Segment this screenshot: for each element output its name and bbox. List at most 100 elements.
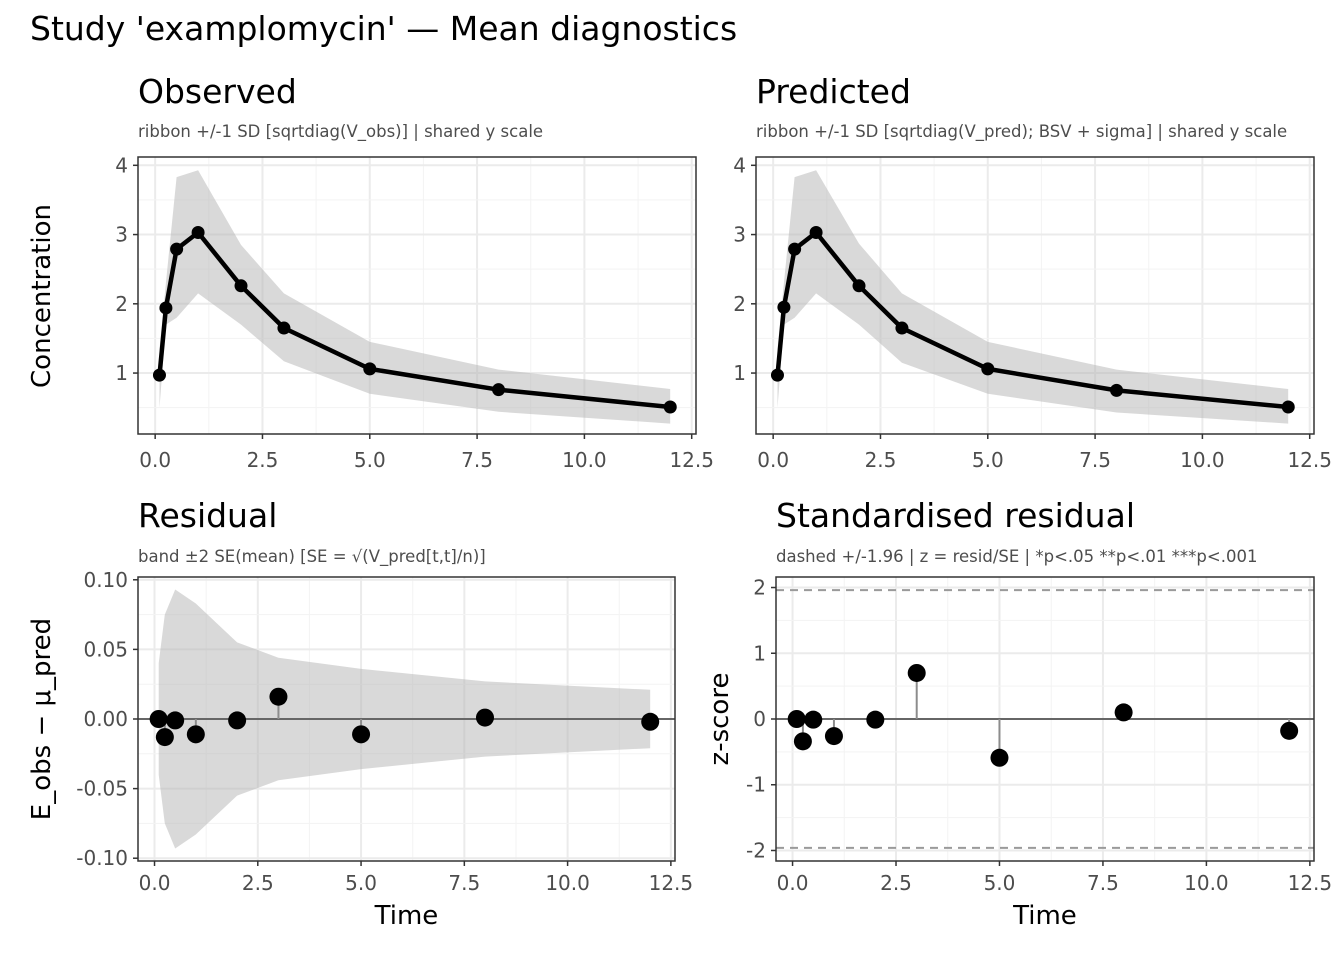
data-point <box>186 725 205 744</box>
data-point <box>777 300 791 314</box>
data-point <box>159 301 173 315</box>
y-axis-label: Concentration <box>27 204 57 388</box>
x-tick-label: 12.5 <box>649 871 694 895</box>
y-tick-label: -1 <box>746 773 766 797</box>
data-point <box>269 687 288 706</box>
data-point <box>787 710 806 728</box>
x-tick-label: 0.0 <box>139 448 171 472</box>
data-point <box>363 362 377 376</box>
x-tick-label: 2.5 <box>865 448 897 472</box>
plot-area <box>776 589 1314 849</box>
data-point <box>352 725 371 744</box>
data-point <box>809 225 823 239</box>
x-tick-label: 0.0 <box>139 871 171 895</box>
plot-area <box>770 170 1295 424</box>
x-tick-label: 12.5 <box>669 448 714 472</box>
data-point <box>641 712 660 731</box>
x-axis-label: Time <box>374 901 439 931</box>
x-tick-label: 2.5 <box>880 871 912 895</box>
y-tick-label: -0.05 <box>76 777 128 801</box>
sd-ribbon <box>777 170 1289 424</box>
data-point <box>788 242 802 256</box>
data-point <box>277 321 291 335</box>
y-tick-label: 0.10 <box>83 568 128 592</box>
panel-border <box>755 156 1315 435</box>
x-tick-label: 2.5 <box>242 871 274 895</box>
y-tick-label: -0.10 <box>76 846 128 870</box>
data-point <box>907 663 926 682</box>
panel-2: 0.0 2.5 5.0 7.5 10.0 12.5 1 2 3 4 Predicted ribbon … <box>733 72 1332 472</box>
y-tick-label: 1 <box>733 361 746 385</box>
data-point <box>895 321 909 335</box>
x-tick-label: 7.5 <box>1079 448 1111 472</box>
y-tick-label: 0.05 <box>83 637 128 661</box>
data-point <box>824 727 843 746</box>
data-point <box>492 383 506 397</box>
x-tick-label: 5.0 <box>984 871 1016 895</box>
panel-1: 0.0 2.5 5.0 7.5 10.0 12.5 1 2 3 4 Observed ribbon +… <box>27 72 714 472</box>
y-tick-label: 3 <box>733 223 746 247</box>
data-point <box>852 279 866 293</box>
plot-area <box>138 589 675 849</box>
x-axis-label: Time <box>1012 901 1077 931</box>
sd-ribbon <box>159 170 671 424</box>
data-point <box>1280 721 1299 740</box>
y-axis-label: z-score <box>705 673 735 766</box>
panel-subtitle: ribbon +/-1 SD [sqrtdiag(V_obs)] | share… <box>138 122 543 142</box>
x-tick-label: 7.5 <box>461 448 493 472</box>
data-point <box>149 710 168 728</box>
y-tick-label: 4 <box>733 153 746 177</box>
data-point <box>990 748 1009 767</box>
x-tick-label: 10.0 <box>562 448 607 472</box>
data-point <box>770 368 784 382</box>
data-point <box>475 708 494 727</box>
panel-title: Residual <box>138 496 277 535</box>
data-point <box>166 711 185 730</box>
y-axis-label: E_obs − μ_pred <box>27 618 57 820</box>
x-tick-label: 12.5 <box>1287 448 1332 472</box>
data-point <box>234 279 248 293</box>
x-tick-label: 10.0 <box>1180 448 1225 472</box>
x-tick-label: 7.5 <box>1087 871 1119 895</box>
x-tick-label: 0.0 <box>777 871 809 895</box>
gridlines <box>138 157 696 434</box>
x-tick-label: 5.0 <box>354 448 386 472</box>
panel-3: 0.0 2.5 5.0 7.5 10.0 12.5 -0.10 -0.05 0.00 0.05 0.… <box>27 496 693 931</box>
x-tick-label: 10.0 <box>545 871 590 895</box>
figure-title: Study 'examplomycin' — Mean diagnostics <box>30 9 737 48</box>
y-tick-label: 0 <box>753 707 766 731</box>
panel-title: Standardised residual <box>776 496 1135 535</box>
y-tick-label: -2 <box>746 838 766 862</box>
panel-subtitle: dashed +/-1.96 | z = resid/SE | *p<.05 *… <box>776 547 1257 566</box>
y-tick-label: 2 <box>733 292 746 316</box>
x-tick-label: 5.0 <box>345 871 377 895</box>
data-point <box>804 710 823 729</box>
y-tick-label: 3 <box>115 223 128 247</box>
x-tick-label: 7.5 <box>448 871 480 895</box>
data-point <box>170 242 184 256</box>
x-tick-label: 0.0 <box>757 448 789 472</box>
y-tick-label: 1 <box>115 361 128 385</box>
data-point <box>981 362 995 376</box>
y-tick-label: 0.00 <box>83 707 128 731</box>
data-point <box>155 728 174 747</box>
panel-title: Observed <box>138 72 297 111</box>
panel-title: Predicted <box>756 72 911 111</box>
x-tick-label: 2.5 <box>247 448 279 472</box>
x-tick-label: 5.0 <box>972 448 1004 472</box>
data-point <box>1281 400 1295 414</box>
panel-border <box>137 156 697 435</box>
x-tick-label: 10.0 <box>1184 871 1229 895</box>
y-tick-label: 2 <box>753 576 766 600</box>
data-point <box>152 368 166 382</box>
panel-subtitle: band ±2 SE(mean) [SE = √(V_pred[t,t]/n)] <box>138 547 486 567</box>
data-point <box>1114 703 1133 722</box>
data-point <box>866 710 885 729</box>
data-point <box>1110 383 1124 397</box>
y-tick-label: 1 <box>753 641 766 665</box>
data-point <box>191 225 205 239</box>
plot-area <box>152 170 677 424</box>
x-tick-label: 12.5 <box>1288 871 1333 895</box>
y-tick-label: 2 <box>115 292 128 316</box>
